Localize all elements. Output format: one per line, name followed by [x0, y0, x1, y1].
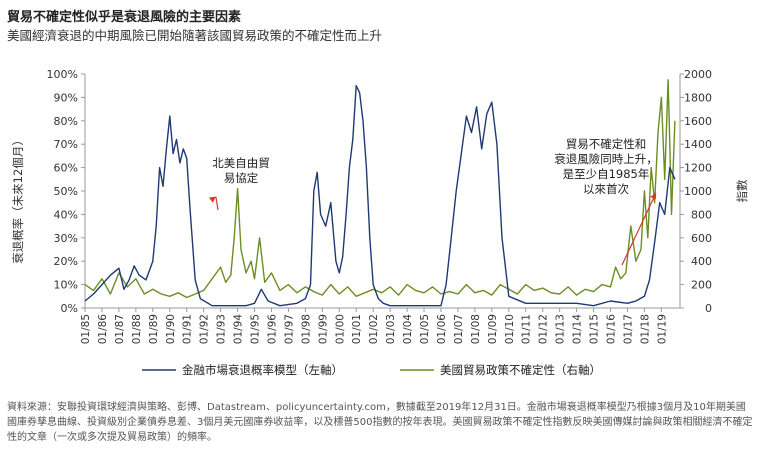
y-tick-label-left: 80%: [54, 115, 78, 128]
x-tick-label: 01/96: [266, 314, 278, 345]
x-tick-label: 01/89: [148, 314, 160, 344]
y-tick-label-left: 30%: [54, 232, 78, 245]
x-tick-label: 01/90: [165, 314, 177, 344]
y-tick-label-left: 70%: [54, 138, 78, 151]
x-tick-label: 01/92: [199, 314, 211, 344]
x-tick-label: 01/16: [605, 314, 617, 345]
y-tick-label-left: 90%: [54, 91, 78, 104]
y-tick-label-left: 40%: [54, 208, 78, 221]
y-tick-label-left: 10%: [54, 279, 78, 292]
series-line-recession: [84, 85, 676, 307]
y-tick-label-left: 50%: [54, 185, 78, 198]
y-tick-label-right: 400: [691, 255, 712, 268]
chart-subtitle: 美國經濟衰退的中期風險已開始隨著該國貿易政策的不確定性而上升: [7, 28, 383, 43]
chart-svg: 0% 10% 20% 30% 40% 50% 60% 70% 80% 90% 100% 0 200 400…: [11, 68, 749, 377]
y-tick-label-right: 200: [691, 279, 712, 292]
x-tick-label: 01/10: [504, 314, 516, 344]
x-tick-label: 01/09: [487, 314, 499, 344]
y-axis-right-title: 指數: [735, 179, 749, 202]
x-tick-label: 01/04: [402, 314, 414, 345]
x-tick-label: 01/19: [656, 314, 668, 344]
legend-label-recession: 金融市場衰退概率模型（左軸）: [182, 363, 343, 377]
y-tick-label-left: 100%: [47, 68, 78, 81]
annotation-trade-arrow: [621, 192, 657, 266]
y-tick-label-right: 800: [691, 208, 712, 221]
x-tick-label: 01/11: [521, 314, 533, 344]
chart-title: 貿易不確定性似乎是衰退風險的主要因素: [7, 10, 242, 25]
x-tick-label: 01/15: [589, 314, 601, 344]
annotation-nafta-label: 易協定: [224, 171, 259, 185]
x-tick-label: 01/98: [300, 314, 312, 344]
x-tick-label: 01/12: [538, 314, 550, 344]
y-tick-label-right: 0: [705, 302, 712, 315]
legend-label-trade: 美國貿易政策不確定性（右軸）: [440, 363, 601, 377]
x-tick-label: 01/87: [114, 314, 126, 344]
source-note: 資料來源：安聯投資環球經濟與策略、彭博、Datastream、policyunc…: [7, 402, 753, 443]
y-tick-label-right: 2000: [684, 68, 712, 81]
x-tick-label: 01/85: [80, 314, 92, 344]
x-tick-label: 01/05: [419, 314, 431, 344]
x-tick-label: 01/18: [639, 314, 651, 344]
y-tick-label-right: 600: [691, 232, 712, 245]
x-tick-label: 01/08: [470, 314, 482, 344]
x-tick-label: 01/86: [97, 314, 109, 345]
series-line-trade: [84, 79, 676, 299]
y-tick-label-right: 1200: [684, 162, 712, 175]
y-tick-label-right: 1800: [684, 91, 712, 104]
y-tick-label-right: 1000: [684, 185, 712, 198]
x-tick-label: 01/14: [572, 314, 584, 345]
y-axis-left-title: 衰退概率（未來12個月）: [11, 134, 25, 264]
x-tick-label: 01/03: [385, 314, 397, 344]
annotation-trade-label: 以來首次: [583, 182, 629, 196]
x-tick-label: 01/93: [216, 314, 228, 344]
x-tick-label: 01/07: [453, 314, 465, 344]
annotation-trade-label: 衰退風險同時上升，: [554, 152, 658, 166]
y-tick-label-left: 60%: [54, 162, 78, 175]
x-tick-label: 01/97: [283, 314, 295, 344]
x-tick-label: 01/88: [131, 314, 143, 344]
y-tick-label-left: 0%: [61, 302, 78, 315]
x-tick-label: 01/06: [436, 314, 448, 345]
annotation-nafta-arrowhead: [208, 196, 216, 203]
annotation-trade-label: 是至少自1985年: [563, 167, 650, 181]
annotation-trade-arrowhead: [650, 193, 656, 199]
y-tick-label-right: 1400: [684, 138, 712, 151]
annotation-trade-label: 貿易不確定性和: [566, 137, 647, 151]
x-tick-label: 01/02: [368, 314, 380, 344]
y-tick-label-left: 20%: [54, 255, 78, 268]
annotation-nafta-arrow: [215, 196, 219, 211]
x-tick-label: 01/91: [182, 314, 194, 344]
x-tick-label: 01/13: [555, 314, 567, 344]
annotation-nafta-label: 北美自由貿: [212, 156, 270, 170]
x-tick-label: 01/17: [622, 314, 634, 344]
y-tick-label-right: 1600: [684, 115, 712, 128]
x-tick-label: 01/94: [233, 314, 245, 345]
x-tick-label: 01/00: [334, 314, 346, 344]
x-tick-label: 01/01: [351, 314, 363, 344]
x-tick-label: 01/95: [250, 314, 262, 344]
x-tick-label: 01/99: [317, 314, 329, 344]
